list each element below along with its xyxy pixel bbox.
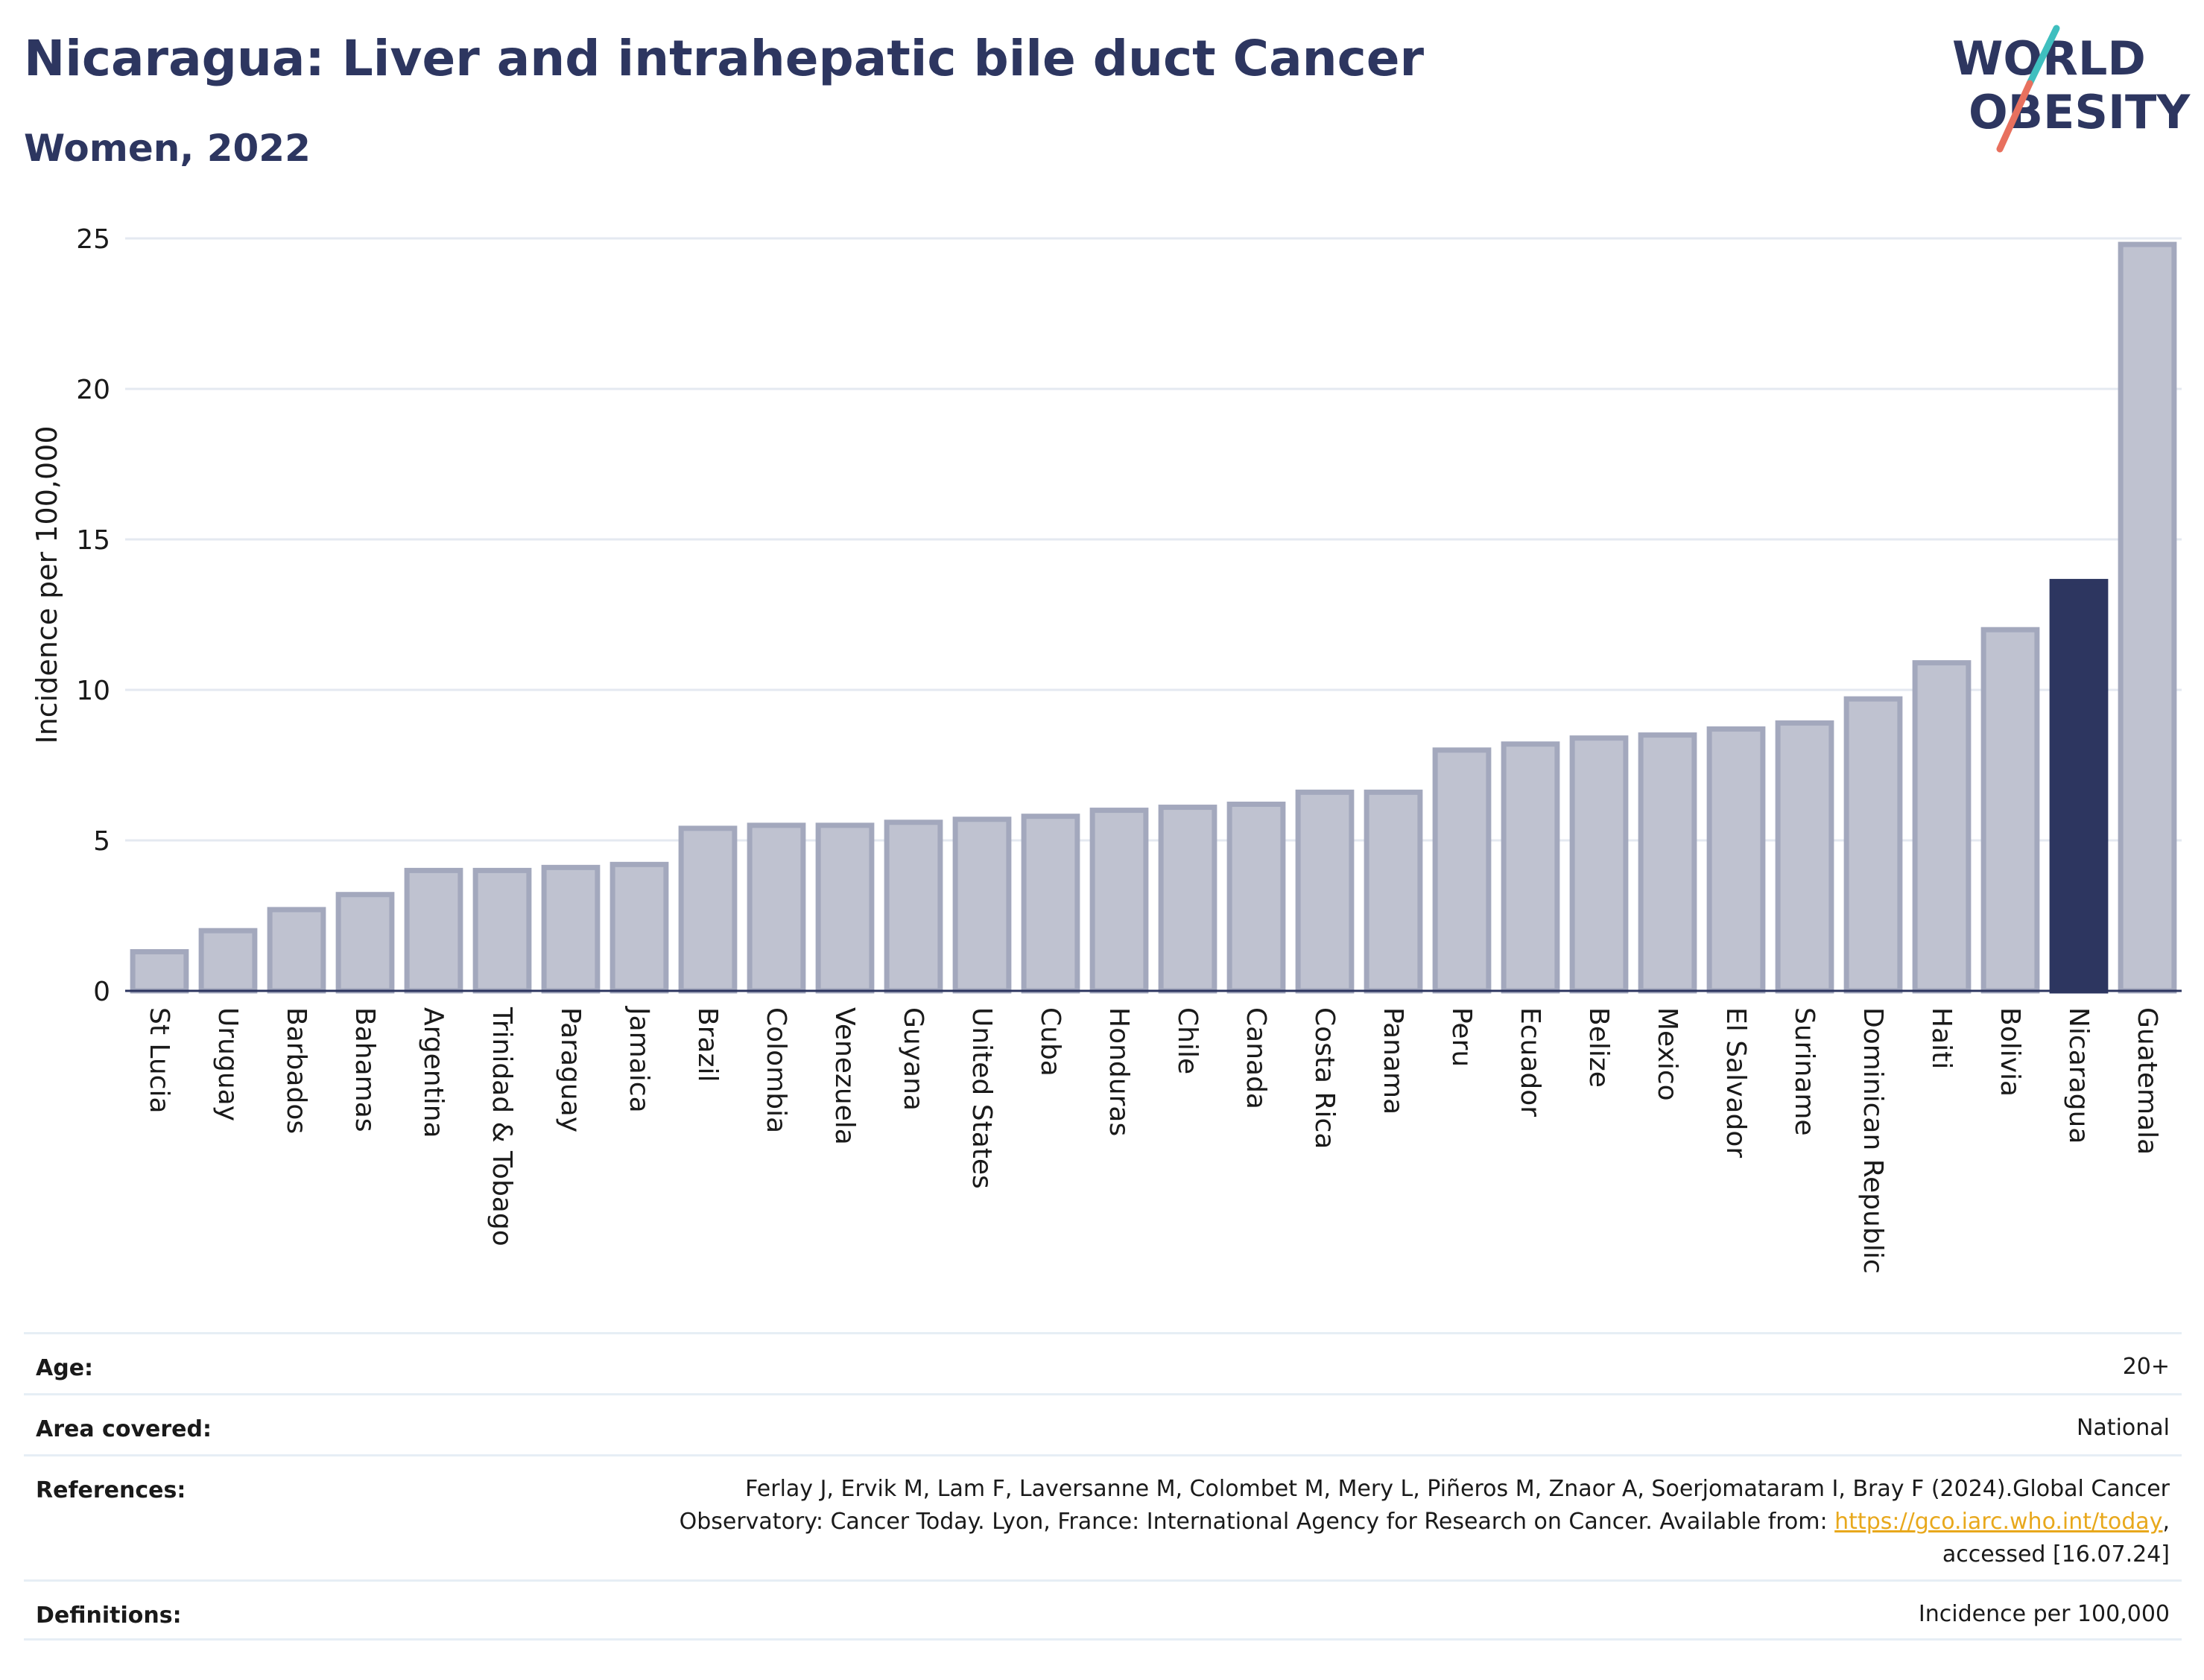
bar-ecuador — [1501, 741, 1560, 994]
info-row-references: References: Ferlay J, Ervik M, Lam F, La… — [24, 1454, 2182, 1579]
bar-haiti — [1912, 660, 1972, 994]
references-value: Ferlay J, Ervik M, Lam F, Laversanne M, … — [680, 1473, 2170, 1571]
bar-cuba — [1021, 814, 1080, 994]
references-line2-suffix: , — [2162, 1509, 2170, 1535]
x-tick-label: Cuba — [1035, 1007, 1065, 1077]
x-tick-label: Dominican Republic — [1858, 1007, 1888, 1274]
info-row-definitions: Definitions: Incidence per 100,000 — [24, 1579, 2182, 1641]
x-tick-label: United States — [966, 1007, 997, 1189]
area-label: Area covered: — [36, 1416, 212, 1442]
bar-chart: 0 5 10 15 20 25 St Lucia Uruguay Barbados Bahama… — [31, 224, 2182, 1274]
bar-st-lucia — [130, 948, 189, 994]
x-tick-label: El Salvador — [1720, 1007, 1751, 1158]
bar-belize — [1569, 735, 1629, 994]
chart-subtitle: Women, 2022 — [24, 127, 311, 170]
logo-slash-coral — [1996, 80, 2033, 153]
x-tick-label: Guatemala — [2132, 1007, 2162, 1155]
info-row-area: Area covered: National — [24, 1393, 2182, 1454]
bars — [130, 241, 2177, 994]
bar-peru — [1432, 747, 1492, 994]
y-tick-label: 5 — [93, 826, 110, 857]
chart-title: Nicaragua: Liver and intrahepatic bile d… — [24, 30, 1425, 87]
bar-colombia — [747, 822, 806, 994]
bar-nicaragua — [2049, 579, 2109, 994]
x-tick-label: Bolivia — [1995, 1007, 2025, 1097]
x-axis-labels: St Lucia Uruguay Barbados Bahamas Argentina T… — [144, 1006, 2162, 1274]
bar-uruguay — [198, 928, 258, 994]
bar-costa-rica — [1295, 789, 1355, 994]
x-tick-label: Paraguay — [555, 1007, 586, 1132]
bar-honduras — [1089, 808, 1149, 994]
references-link[interactable]: https://gco.iarc.who.int/today — [1834, 1509, 2163, 1535]
bar-mexico — [1638, 732, 1697, 994]
y-tick-label: 20 — [76, 375, 110, 405]
references-line3: accessed [16.07.24] — [1942, 1541, 2170, 1568]
x-tick-label: Trinidad & Tobago — [487, 1007, 517, 1246]
y-tick-label: 10 — [76, 676, 110, 706]
info-row-age: Age: 20+ — [24, 1332, 2182, 1393]
x-tick-label: Suriname — [1789, 1007, 1820, 1136]
y-axis-ticks: 0 5 10 15 20 25 — [76, 224, 110, 1007]
x-tick-label: Mexico — [1652, 1007, 1682, 1101]
references-line2-prefix: Observatory: Cancer Today. Lyon, France:… — [679, 1509, 1835, 1535]
bar-bahamas — [335, 892, 395, 994]
x-tick-label: Canada — [1241, 1007, 1271, 1109]
x-tick-label: Jamaica — [624, 1006, 654, 1113]
bar-jamaica — [609, 861, 669, 994]
x-tick-label: Bahamas — [349, 1007, 380, 1132]
x-tick-label: Venezuela — [829, 1007, 860, 1145]
bar-canada — [1226, 802, 1286, 994]
y-tick-label: 0 — [93, 977, 110, 1007]
bar-bolivia — [1980, 627, 2040, 994]
bar-guatemala — [2118, 241, 2177, 994]
definitions-label: Definitions: — [36, 1603, 182, 1629]
bar-panama — [1364, 789, 1423, 994]
bar-trinidad-tobago — [472, 867, 532, 994]
y-axis-title: Incidence per 100,000 — [31, 425, 63, 744]
bar-barbados — [267, 907, 326, 994]
x-tick-label: Nicaragua — [2063, 1007, 2094, 1144]
bar-suriname — [1775, 720, 1834, 994]
x-tick-label: Panama — [1378, 1007, 1408, 1115]
y-tick-label: 15 — [76, 525, 110, 556]
x-tick-label: Barbados — [281, 1007, 311, 1134]
references-label: References: — [36, 1477, 186, 1503]
x-tick-label: Colombia — [761, 1007, 791, 1133]
references-line1: Ferlay J, Ervik M, Lam F, Laversanne M, … — [745, 1476, 2170, 1502]
bar-venezuela — [815, 822, 875, 994]
x-tick-label: Ecuador — [1515, 1007, 1545, 1117]
x-tick-label: Costa Rica — [1309, 1007, 1340, 1149]
bar-united-states — [952, 817, 1012, 994]
x-tick-label: Belize — [1583, 1007, 1614, 1088]
x-tick-label: Guyana — [898, 1007, 928, 1111]
bar-argentina — [404, 867, 463, 994]
area-value: National — [2076, 1415, 2170, 1441]
x-tick-label: Haiti — [1926, 1007, 1957, 1069]
x-tick-label: Chile — [1172, 1007, 1203, 1074]
logo-text-obesity: OBESITY — [1969, 85, 2191, 139]
info-table: Age: 20+ Area covered: National Referenc… — [24, 1332, 2182, 1641]
bar-paraguay — [541, 864, 601, 994]
age-label: Age: — [36, 1355, 94, 1381]
world-obesity-logo: WORLD OBESITY — [1952, 25, 2191, 153]
x-tick-label: Peru — [1446, 1007, 1477, 1067]
bar-guyana — [884, 820, 943, 994]
bar-brazil — [678, 825, 738, 994]
definitions-value: Incidence per 100,000 — [1918, 1601, 2170, 1627]
logo-slash-teal — [2026, 25, 2060, 87]
y-tick-label: 25 — [76, 224, 110, 255]
bar-chile — [1158, 805, 1217, 994]
x-tick-label: St Lucia — [144, 1007, 174, 1114]
x-tick-label: Argentina — [418, 1007, 449, 1138]
age-value: 20+ — [2122, 1354, 2170, 1380]
x-tick-label: Brazil — [692, 1007, 723, 1082]
bar-dominican-republic — [1843, 696, 1903, 994]
x-tick-label: Honduras — [1103, 1007, 1134, 1136]
bar-el-salvador — [1706, 726, 1766, 994]
gridlines — [125, 237, 2182, 842]
x-tick-label: Uruguay — [212, 1007, 243, 1121]
